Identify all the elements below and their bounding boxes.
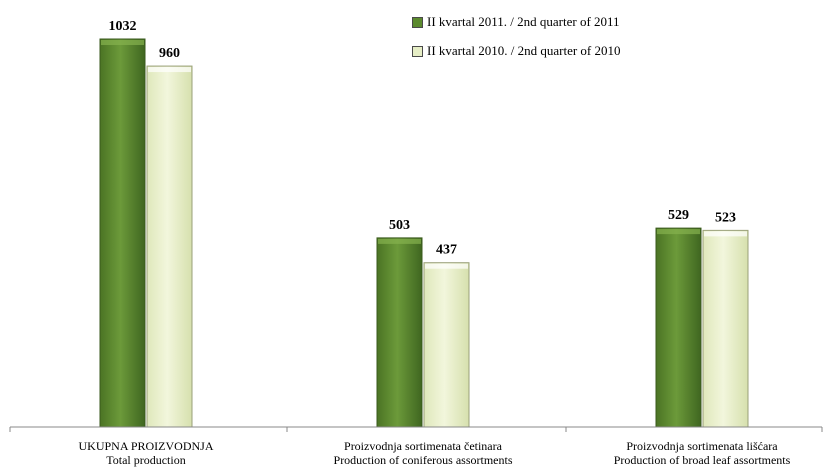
value-label-2011-cat1: 1032	[109, 19, 137, 34]
bar-2010-cat3	[702, 229, 749, 428]
category-label-1: UKUPNA PROIZVODNJA Total production	[78, 439, 213, 467]
bar-cap-2011-cat2	[378, 238, 421, 244]
category-label-2: Proizvodnja sortimenata četinara Producti…	[334, 439, 513, 467]
bar-2011-cat3	[655, 227, 702, 428]
legend-swatch-2010	[412, 45, 423, 57]
value-label-2010-cat3: 523	[715, 210, 736, 225]
value-label-2011-cat2: 503	[389, 218, 410, 233]
legend-label-2010: II kvartal 2010. / 2nd quarter of 2010	[427, 43, 621, 58]
bar-2011-cat2	[376, 237, 423, 428]
bar-2010-cat1	[146, 65, 193, 428]
legend-label-2011: II kvartal 2011. / 2nd quarter of 2011	[427, 14, 620, 29]
bar-cap-2011-cat1	[101, 40, 144, 45]
value-label-2011-cat3: 529	[668, 208, 689, 223]
bar-cap-2010-cat3	[704, 231, 747, 237]
category-label-3: Proizvodnja sortimenata lišćara Productio…	[614, 439, 791, 467]
bar-cap-2011-cat3	[657, 229, 700, 235]
legend-swatch-2011	[412, 16, 423, 28]
value-label-2010-cat2: 437	[436, 243, 457, 258]
legend: II kvartal 2011. / 2nd quarter of 2011 I…	[412, 12, 812, 70]
legend-item-2011: II kvartal 2011. / 2nd quarter of 2011	[412, 12, 812, 32]
bar-cap-2010-cat2	[425, 263, 468, 269]
legend-item-2010: II kvartal 2010. / 2nd quarter of 2010	[412, 41, 812, 61]
bar-2010-cat2	[423, 262, 470, 428]
bar-cap-2010-cat1	[148, 67, 191, 73]
value-label-2010-cat1: 960	[159, 46, 180, 61]
bar-2011-cat1	[99, 38, 146, 428]
